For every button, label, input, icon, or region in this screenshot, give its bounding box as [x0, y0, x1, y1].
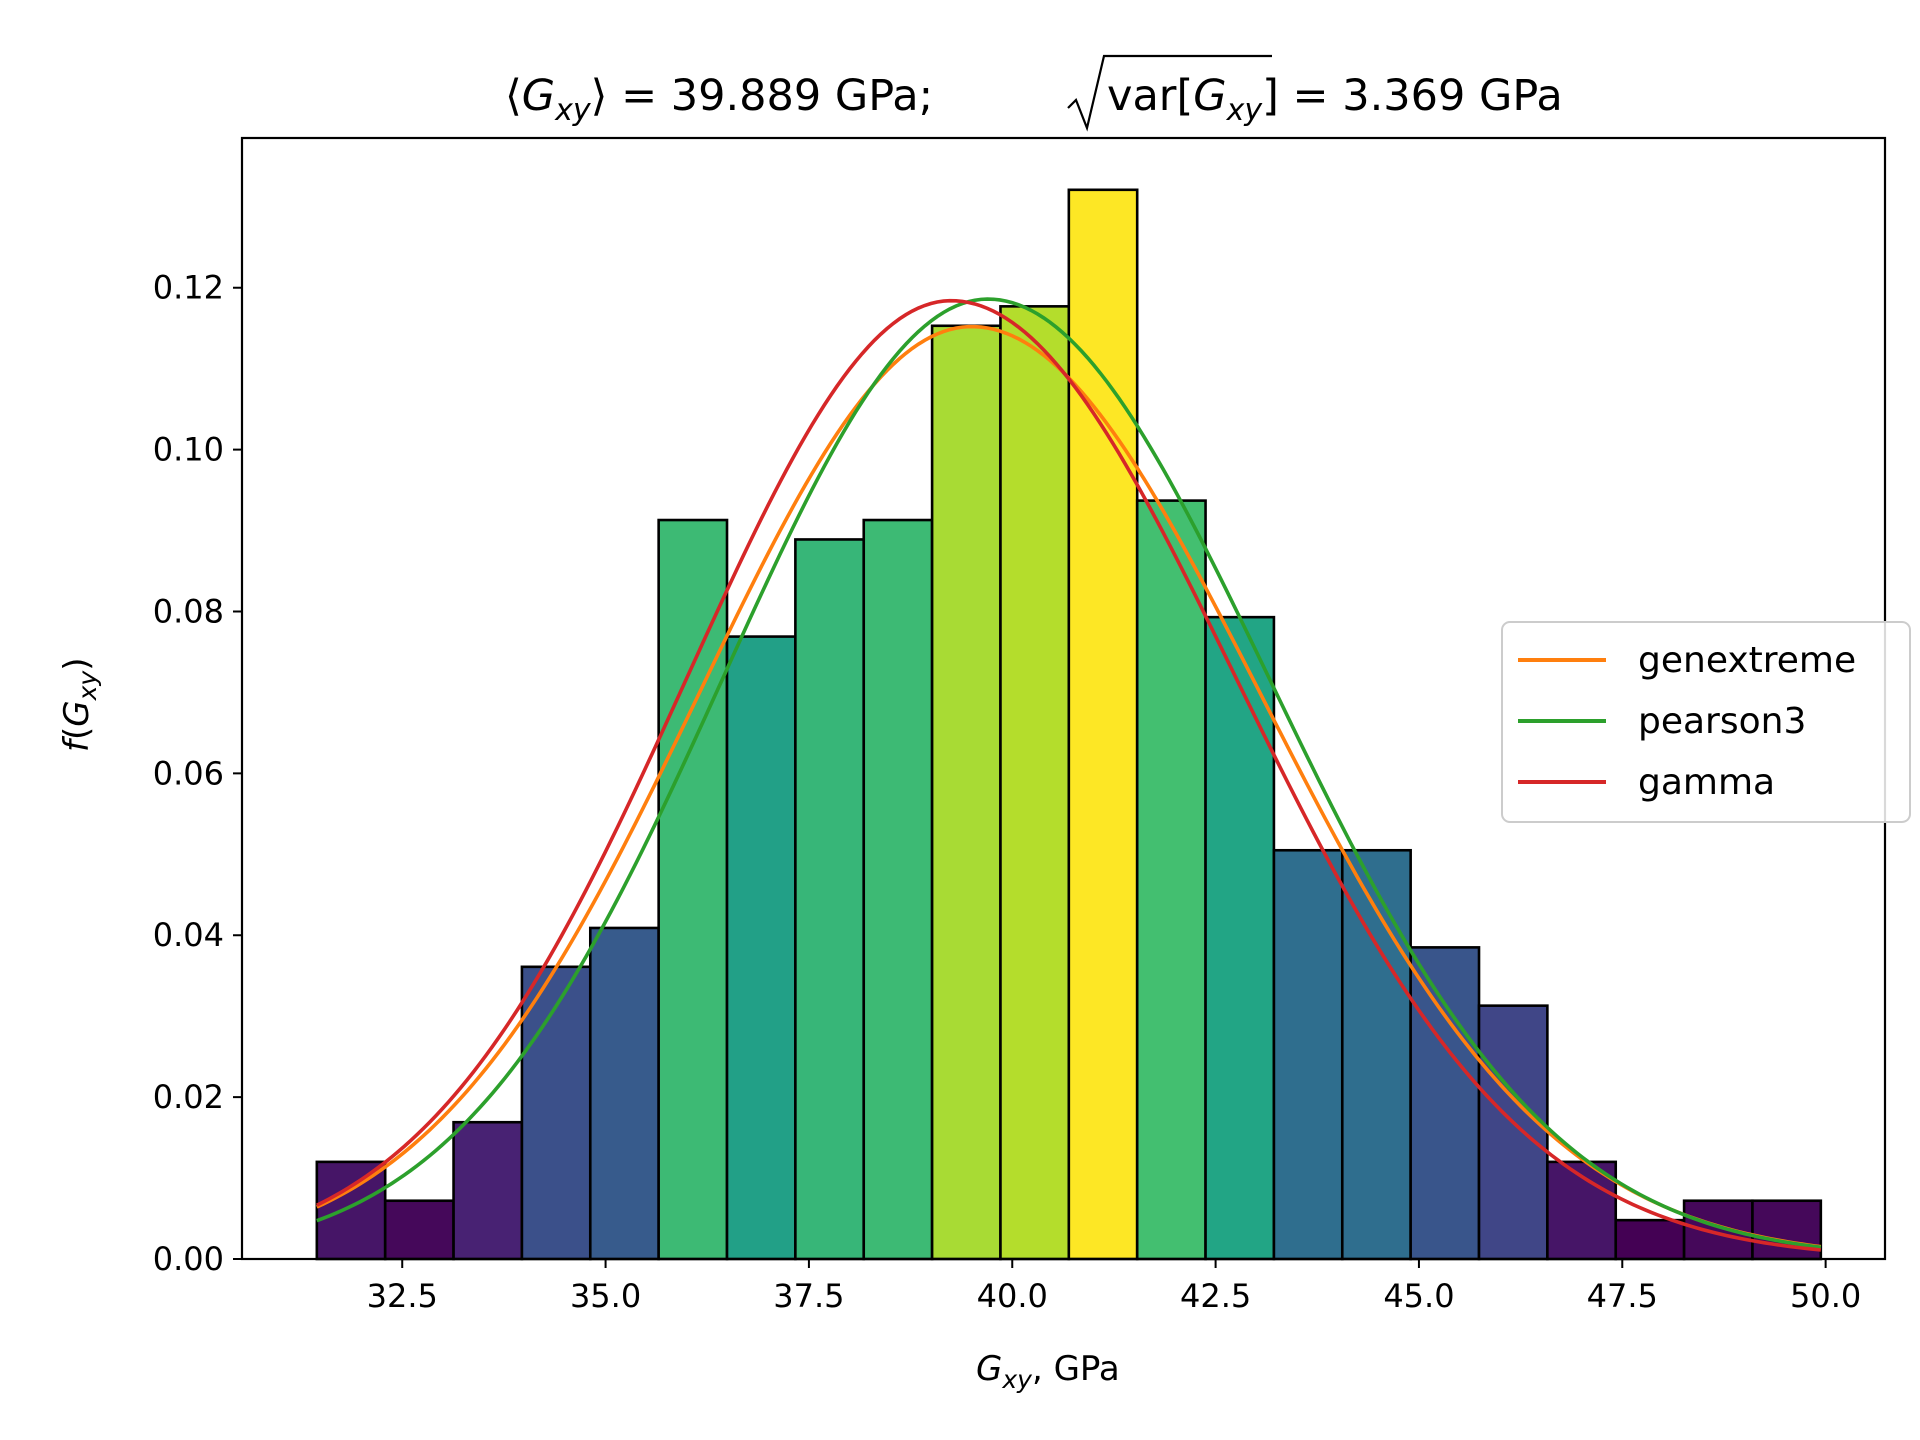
ylabel-close: )	[57, 658, 97, 671]
histogram-bar	[862, 518, 934, 1261]
x-tick-label: 50.0	[1790, 1277, 1861, 1315]
histogram-bar	[1477, 1004, 1549, 1261]
fit-curve-gamma	[316, 298, 1822, 1252]
histogram-bar	[452, 1120, 524, 1261]
x-axis-label: Gxy, GPa	[976, 1349, 1120, 1394]
y-tick-label: 0.12	[153, 269, 224, 307]
title-std-func: var	[1107, 71, 1177, 121]
histogram-bar	[999, 305, 1071, 1261]
title-mean-symbol: G	[522, 71, 555, 121]
x-tick-label: 32.5	[367, 1277, 438, 1315]
y-tick-label: 0.02	[153, 1078, 224, 1116]
histogram-bars	[315, 188, 1823, 1261]
chart-title: ⟨Gxy⟩ = 39.889 GPa;	[505, 71, 933, 128]
y-tick-label: 0.00	[153, 1240, 224, 1278]
fit-curve-pearson3	[316, 297, 1822, 1250]
x-tick-label: 40.0	[977, 1277, 1048, 1315]
y-tick-label: 0.10	[153, 431, 224, 469]
histogram-bar	[1272, 848, 1344, 1261]
title-mean-value: = 39.889 GPa;	[607, 71, 933, 121]
x-tick-label: 42.5	[1180, 1277, 1251, 1315]
histogram-bar	[1204, 615, 1276, 1261]
fit-curves	[316, 297, 1822, 1252]
histogram-bar	[383, 1199, 455, 1261]
y-axis-ticks: 0.00 0.02 0.04 0.06 0.08 0.10 0.12	[153, 269, 242, 1278]
xlabel-rest: , GPa	[1032, 1349, 1120, 1389]
legend-box	[1501, 621, 1911, 823]
x-tick-label: 45.0	[1383, 1277, 1454, 1315]
ylabel-open: (	[57, 727, 97, 740]
legend: genextreme pearson3 gamma	[1501, 621, 1911, 823]
histogram-bar	[520, 965, 592, 1261]
histogram-bar	[930, 324, 1002, 1261]
title-mean-close: ⟩	[591, 71, 608, 121]
title-std-close: ]	[1262, 71, 1279, 121]
y-tick-label: 0.08	[153, 592, 224, 630]
xlabel-symbol: G	[976, 1349, 1002, 1389]
title-std-open: [	[1176, 71, 1193, 121]
legend-label-genextreme: genextreme	[1638, 640, 1856, 681]
title-std-value: = 3.369 GPa	[1279, 71, 1563, 121]
title-std-part: var[Gxy] = 3.369 GPa	[1067, 54, 1563, 132]
legend-label-pearson3: pearson3	[1638, 701, 1806, 742]
histogram-bar	[1135, 499, 1207, 1261]
y-axis-label: f(Gxy)	[57, 658, 102, 752]
histogram-bar	[588, 926, 660, 1261]
legend-entries: genextreme pearson3 gamma	[1518, 640, 1856, 803]
histogram-bar	[315, 1160, 387, 1261]
title-mean-subscript: xy	[554, 93, 592, 128]
y-tick-label: 0.06	[153, 754, 224, 792]
x-axis-ticks: 32.5 35.0 37.5 40.0 42.5 45.0 47.5 50.0	[367, 1259, 1861, 1315]
histogram-bar	[1409, 946, 1481, 1261]
title-std-subscript: xy	[1226, 93, 1264, 128]
histogram-bar	[794, 538, 866, 1261]
histogram-bar	[725, 635, 797, 1261]
sqrt-sign-icon	[1067, 54, 1272, 132]
histogram-bar	[1614, 1218, 1686, 1261]
histogram-bar	[1682, 1199, 1754, 1261]
xlabel-subscript: xy	[1001, 1365, 1033, 1394]
x-tick-label: 47.5	[1587, 1277, 1658, 1315]
title-std-symbol: G	[1193, 71, 1226, 121]
x-tick-label: 37.5	[773, 1277, 844, 1315]
title-mean-open: ⟨	[505, 71, 522, 121]
ylabel-symbol: G	[57, 700, 97, 726]
histogram-bar	[657, 518, 729, 1261]
legend-label-gamma: gamma	[1638, 762, 1775, 803]
x-tick-label: 35.0	[570, 1277, 641, 1315]
title-std-text: var[Gxy] = 3.369 GPa	[1107, 71, 1563, 128]
ylabel-subscript: xy	[73, 670, 102, 702]
y-tick-label: 0.04	[153, 916, 224, 954]
